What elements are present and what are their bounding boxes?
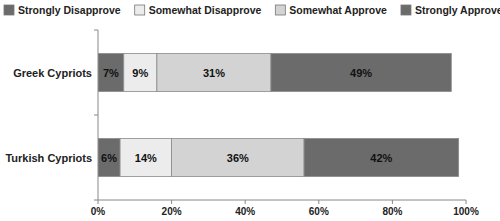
bar-segment (98, 139, 120, 177)
legend-label: Somewhat Approve (289, 4, 387, 16)
x-tick (466, 200, 467, 204)
bar-segment (124, 54, 157, 92)
x-tick-label: 100% (453, 206, 479, 217)
bars (98, 54, 459, 177)
bar-segment (172, 139, 304, 177)
x-tick (98, 200, 99, 204)
x-axis (98, 200, 466, 201)
chart: 7% 9% 31% 49% 6% 14% 36% 42% 0% 20% 40% 60% 80% 100% G… (0, 0, 500, 221)
legend-label: Somewhat Disapprove (149, 4, 262, 16)
category-label: Turkish Cypriots (5, 152, 92, 164)
data-label: 42% (370, 152, 392, 164)
x-tick (318, 200, 319, 204)
bar-segment (271, 54, 451, 92)
data-label: 7% (103, 67, 119, 79)
legend-swatch (4, 5, 14, 15)
category-divider (94, 30, 98, 31)
bar-segment (304, 139, 459, 177)
legend-swatch (275, 5, 285, 15)
category-divider (94, 115, 98, 116)
x-tick-label: 40% (235, 206, 255, 217)
x-tick-label: 60% (309, 206, 329, 217)
category-label: Greek Cypriots (13, 67, 92, 79)
data-label: 6% (101, 152, 117, 164)
x-tick-label: 0% (91, 206, 106, 217)
data-label: 9% (132, 67, 148, 79)
data-label: 14% (135, 152, 157, 164)
x-tick (245, 200, 246, 204)
bar-segment (157, 54, 271, 92)
x-tick-label: 80% (382, 206, 402, 217)
legend-swatch (135, 5, 145, 15)
x-tick (171, 200, 172, 204)
data-labels: 7% 9% 31% 49% 6% 14% 36% 42% (101, 67, 392, 164)
legend-label: Strongly Disapprove (18, 4, 121, 16)
data-label: 49% (350, 67, 372, 79)
legend: Strongly Disapprove Somewhat Disapprove So… (4, 4, 500, 16)
bar-segment (98, 54, 124, 92)
data-label: 31% (203, 67, 225, 79)
bar-segment (120, 139, 172, 177)
legend-label: Strongly Approve (415, 4, 500, 16)
legend-swatch (401, 5, 411, 15)
data-label: 36% (227, 152, 249, 164)
x-tick-label: 20% (162, 206, 182, 217)
category-divider (94, 200, 98, 201)
x-tick (392, 200, 393, 204)
